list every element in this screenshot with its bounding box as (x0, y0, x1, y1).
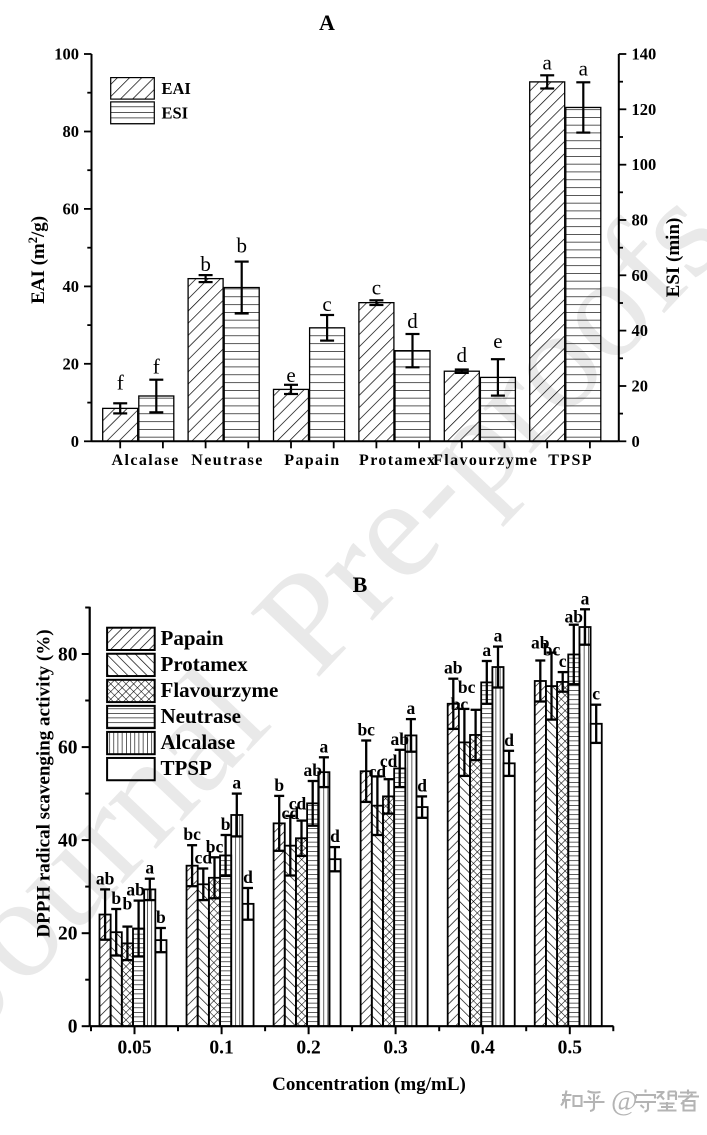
svg-text:Neutrase: Neutrase (191, 452, 264, 469)
svg-text:Protamex: Protamex (359, 452, 437, 469)
svg-text:b: b (111, 888, 121, 908)
svg-text:f: f (117, 370, 124, 394)
svg-text:80: 80 (58, 645, 78, 666)
svg-text:40: 40 (63, 277, 80, 296)
svg-text:b: b (200, 252, 211, 276)
svg-text:bc: bc (451, 694, 469, 714)
svg-text:d: d (243, 867, 253, 887)
svg-text:d: d (504, 730, 514, 750)
svg-text:20: 20 (63, 354, 80, 373)
svg-text:a: a (494, 626, 503, 646)
svg-text:bc: bc (357, 720, 375, 740)
svg-text:0.2: 0.2 (296, 1038, 320, 1059)
svg-text:20: 20 (58, 924, 78, 945)
svg-text:ESI: ESI (162, 103, 189, 122)
svg-text:cd: cd (195, 848, 213, 868)
svg-text:Neutrase: Neutrase (161, 704, 241, 728)
svg-text:0: 0 (71, 432, 79, 451)
svg-text:Papain: Papain (161, 626, 224, 650)
svg-text:a: a (145, 858, 154, 878)
svg-text:140: 140 (632, 45, 657, 64)
svg-text:ab: ab (126, 880, 145, 900)
svg-text:Protamex: Protamex (161, 652, 249, 676)
svg-text:bc: bc (543, 640, 561, 660)
svg-text:0.05: 0.05 (117, 1038, 151, 1059)
svg-text:b: b (156, 907, 166, 927)
svg-text:b: b (221, 814, 231, 834)
svg-text:a: a (543, 50, 553, 74)
svg-text:c: c (322, 292, 331, 316)
svg-text:cd: cd (369, 761, 387, 781)
svg-text:Alcalase: Alcalase (112, 452, 180, 469)
svg-text:b: b (274, 775, 284, 795)
svg-text:@: @ (611, 1085, 638, 1117)
svg-text:80: 80 (63, 122, 80, 141)
svg-text:EAI: EAI (162, 79, 191, 98)
svg-text:bc: bc (206, 836, 224, 856)
svg-text:c: c (372, 275, 381, 299)
svg-text:e: e (286, 363, 295, 387)
svg-text:e: e (493, 329, 502, 353)
svg-text:A: A (319, 10, 335, 35)
svg-text:cd: cd (289, 794, 307, 814)
svg-text:0.5: 0.5 (558, 1038, 583, 1059)
svg-text:40: 40 (632, 321, 649, 340)
svg-text:d: d (407, 309, 418, 333)
svg-text:c: c (592, 684, 600, 704)
svg-text:0: 0 (632, 432, 640, 451)
svg-text:20: 20 (632, 377, 649, 396)
svg-text:cd: cd (282, 803, 300, 823)
svg-text:Flavourzyme: Flavourzyme (433, 452, 538, 469)
svg-text:120: 120 (632, 100, 657, 119)
svg-text:a: a (407, 698, 416, 718)
svg-text:b: b (123, 894, 133, 914)
svg-text:a: a (482, 640, 491, 660)
svg-text:B: B (353, 572, 368, 597)
svg-text:Concentration (mg/mL): Concentration (mg/mL) (272, 1074, 466, 1095)
svg-text:0: 0 (68, 1017, 78, 1038)
svg-text:d: d (330, 826, 340, 846)
svg-text:Alcalase: Alcalase (161, 730, 236, 754)
svg-text:100: 100 (632, 155, 657, 174)
svg-text:a: a (232, 773, 241, 793)
svg-text:60: 60 (58, 738, 78, 759)
svg-text:a: a (320, 736, 329, 756)
svg-text:60: 60 (63, 199, 80, 218)
svg-text:DPPH radical scavenging activi: DPPH radical scavenging activity (%) (34, 629, 55, 937)
svg-text:c: c (559, 651, 567, 671)
svg-text:ab: ab (565, 607, 584, 627)
svg-text:80: 80 (632, 211, 649, 230)
svg-text:b: b (236, 234, 247, 258)
svg-text:Flavourzyme: Flavourzyme (161, 678, 279, 702)
svg-text:bc: bc (183, 824, 201, 844)
svg-text:f: f (153, 355, 160, 379)
svg-text:EAI (m2/g): EAI (m2/g) (26, 216, 49, 304)
svg-text:bc: bc (458, 677, 476, 697)
svg-text:d: d (457, 343, 468, 367)
svg-text:40: 40 (58, 831, 78, 852)
svg-text:a: a (579, 56, 589, 80)
svg-text:cd: cd (380, 751, 398, 771)
svg-text:ab: ab (444, 658, 463, 678)
svg-text:ESI (min): ESI (min) (663, 218, 684, 298)
svg-text:Papain: Papain (284, 452, 340, 469)
svg-text:d: d (417, 775, 427, 795)
svg-text:0.3: 0.3 (383, 1038, 408, 1059)
svg-text:60: 60 (632, 266, 649, 285)
svg-text:0.4: 0.4 (471, 1038, 496, 1059)
svg-text:0.1: 0.1 (209, 1038, 233, 1059)
svg-text:a: a (581, 588, 590, 608)
svg-text:ab: ab (96, 868, 115, 888)
svg-text:TPSP: TPSP (548, 452, 593, 469)
svg-text:100: 100 (54, 45, 79, 64)
svg-text:ab: ab (531, 633, 550, 653)
svg-text:TPSP: TPSP (161, 756, 213, 780)
